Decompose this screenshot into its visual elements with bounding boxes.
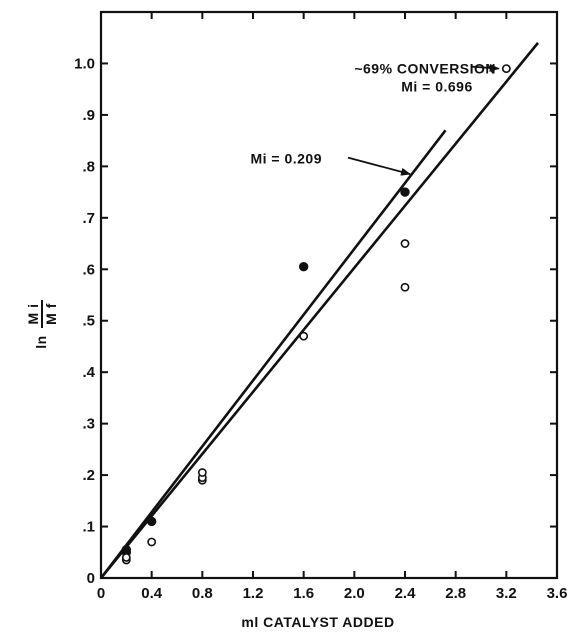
y-tick-label: .2: [82, 467, 95, 484]
fit-line-1: [99, 129, 447, 579]
annotation-conversion: ~69% CONVERSION: [354, 61, 496, 77]
x-axis-title: ml CATALYST ADDED: [241, 614, 394, 630]
fit-line-2: [99, 42, 540, 579]
data-point-filled: [121, 545, 132, 555]
x-tick-label: 2.8: [445, 585, 466, 602]
x-tick-label: 2.4: [395, 585, 417, 602]
y-tick-label: .7: [82, 210, 95, 227]
x-tick-label: 0: [97, 585, 105, 602]
plot-axes: [99, 10, 559, 580]
data-point-open: [121, 553, 131, 562]
x-tick-label: 1.6: [293, 585, 314, 602]
y-tick-label: .4: [82, 364, 95, 381]
x-tick-label: 0.8: [192, 585, 213, 602]
x-tick-label: 2.0: [344, 585, 365, 602]
data-point-open: [197, 468, 207, 477]
data-point-open: [400, 282, 410, 292]
y-ticks: 0 .1 .2 .3 .4 .5 .6 .7 .8 .9 1.0: [74, 55, 557, 587]
y-tick-label: 1.0: [74, 55, 95, 72]
data-point-open: [501, 64, 511, 73]
annotation-mi-0209: Mi = 0.209: [250, 151, 322, 167]
y-tick-label: .6: [82, 261, 95, 278]
plot-frame: [99, 10, 559, 580]
arrow-conversion: [470, 63, 500, 72]
x-ticks: 0 0.4 0.8 1.2 1.6 2.0 2.4 2.8 3.2 3.6: [97, 12, 568, 602]
data-point-filled: [400, 187, 410, 197]
data-points: [121, 64, 511, 565]
y-tick-label: .3: [82, 416, 95, 433]
data-point-filled: [298, 262, 309, 272]
y-axis-title: ln M i M f: [25, 300, 59, 349]
x-tick-label: 3.2: [496, 585, 517, 602]
x-tick-label: 3.6: [547, 585, 568, 602]
y-axis-title-ln: ln: [33, 335, 49, 348]
y-axis-title-numerator: M i: [25, 304, 41, 325]
y-tick-label: .9: [82, 107, 95, 124]
arrow-mi-0209: [347, 156, 412, 176]
data-point-open: [147, 537, 157, 547]
data-point-filled: [146, 516, 157, 527]
x-tick-label: 0.4: [141, 585, 163, 602]
y-tick-label: 0: [87, 570, 95, 587]
fit-lines: [99, 42, 540, 579]
annotation-mi-0696: Mi = 0.696: [401, 79, 473, 95]
y-tick-label: .8: [82, 158, 95, 175]
data-point-open: [299, 331, 309, 341]
x-tick-label: 1.2: [243, 585, 264, 602]
y-tick-label: .1: [82, 519, 95, 536]
y-axis-title-denominator: M f: [43, 303, 59, 325]
data-point-open: [400, 239, 410, 248]
y-tick-label: .5: [82, 313, 95, 330]
annotations: ~69% CONVERSION Mi = 0.696 Mi = 0.209: [250, 61, 500, 176]
